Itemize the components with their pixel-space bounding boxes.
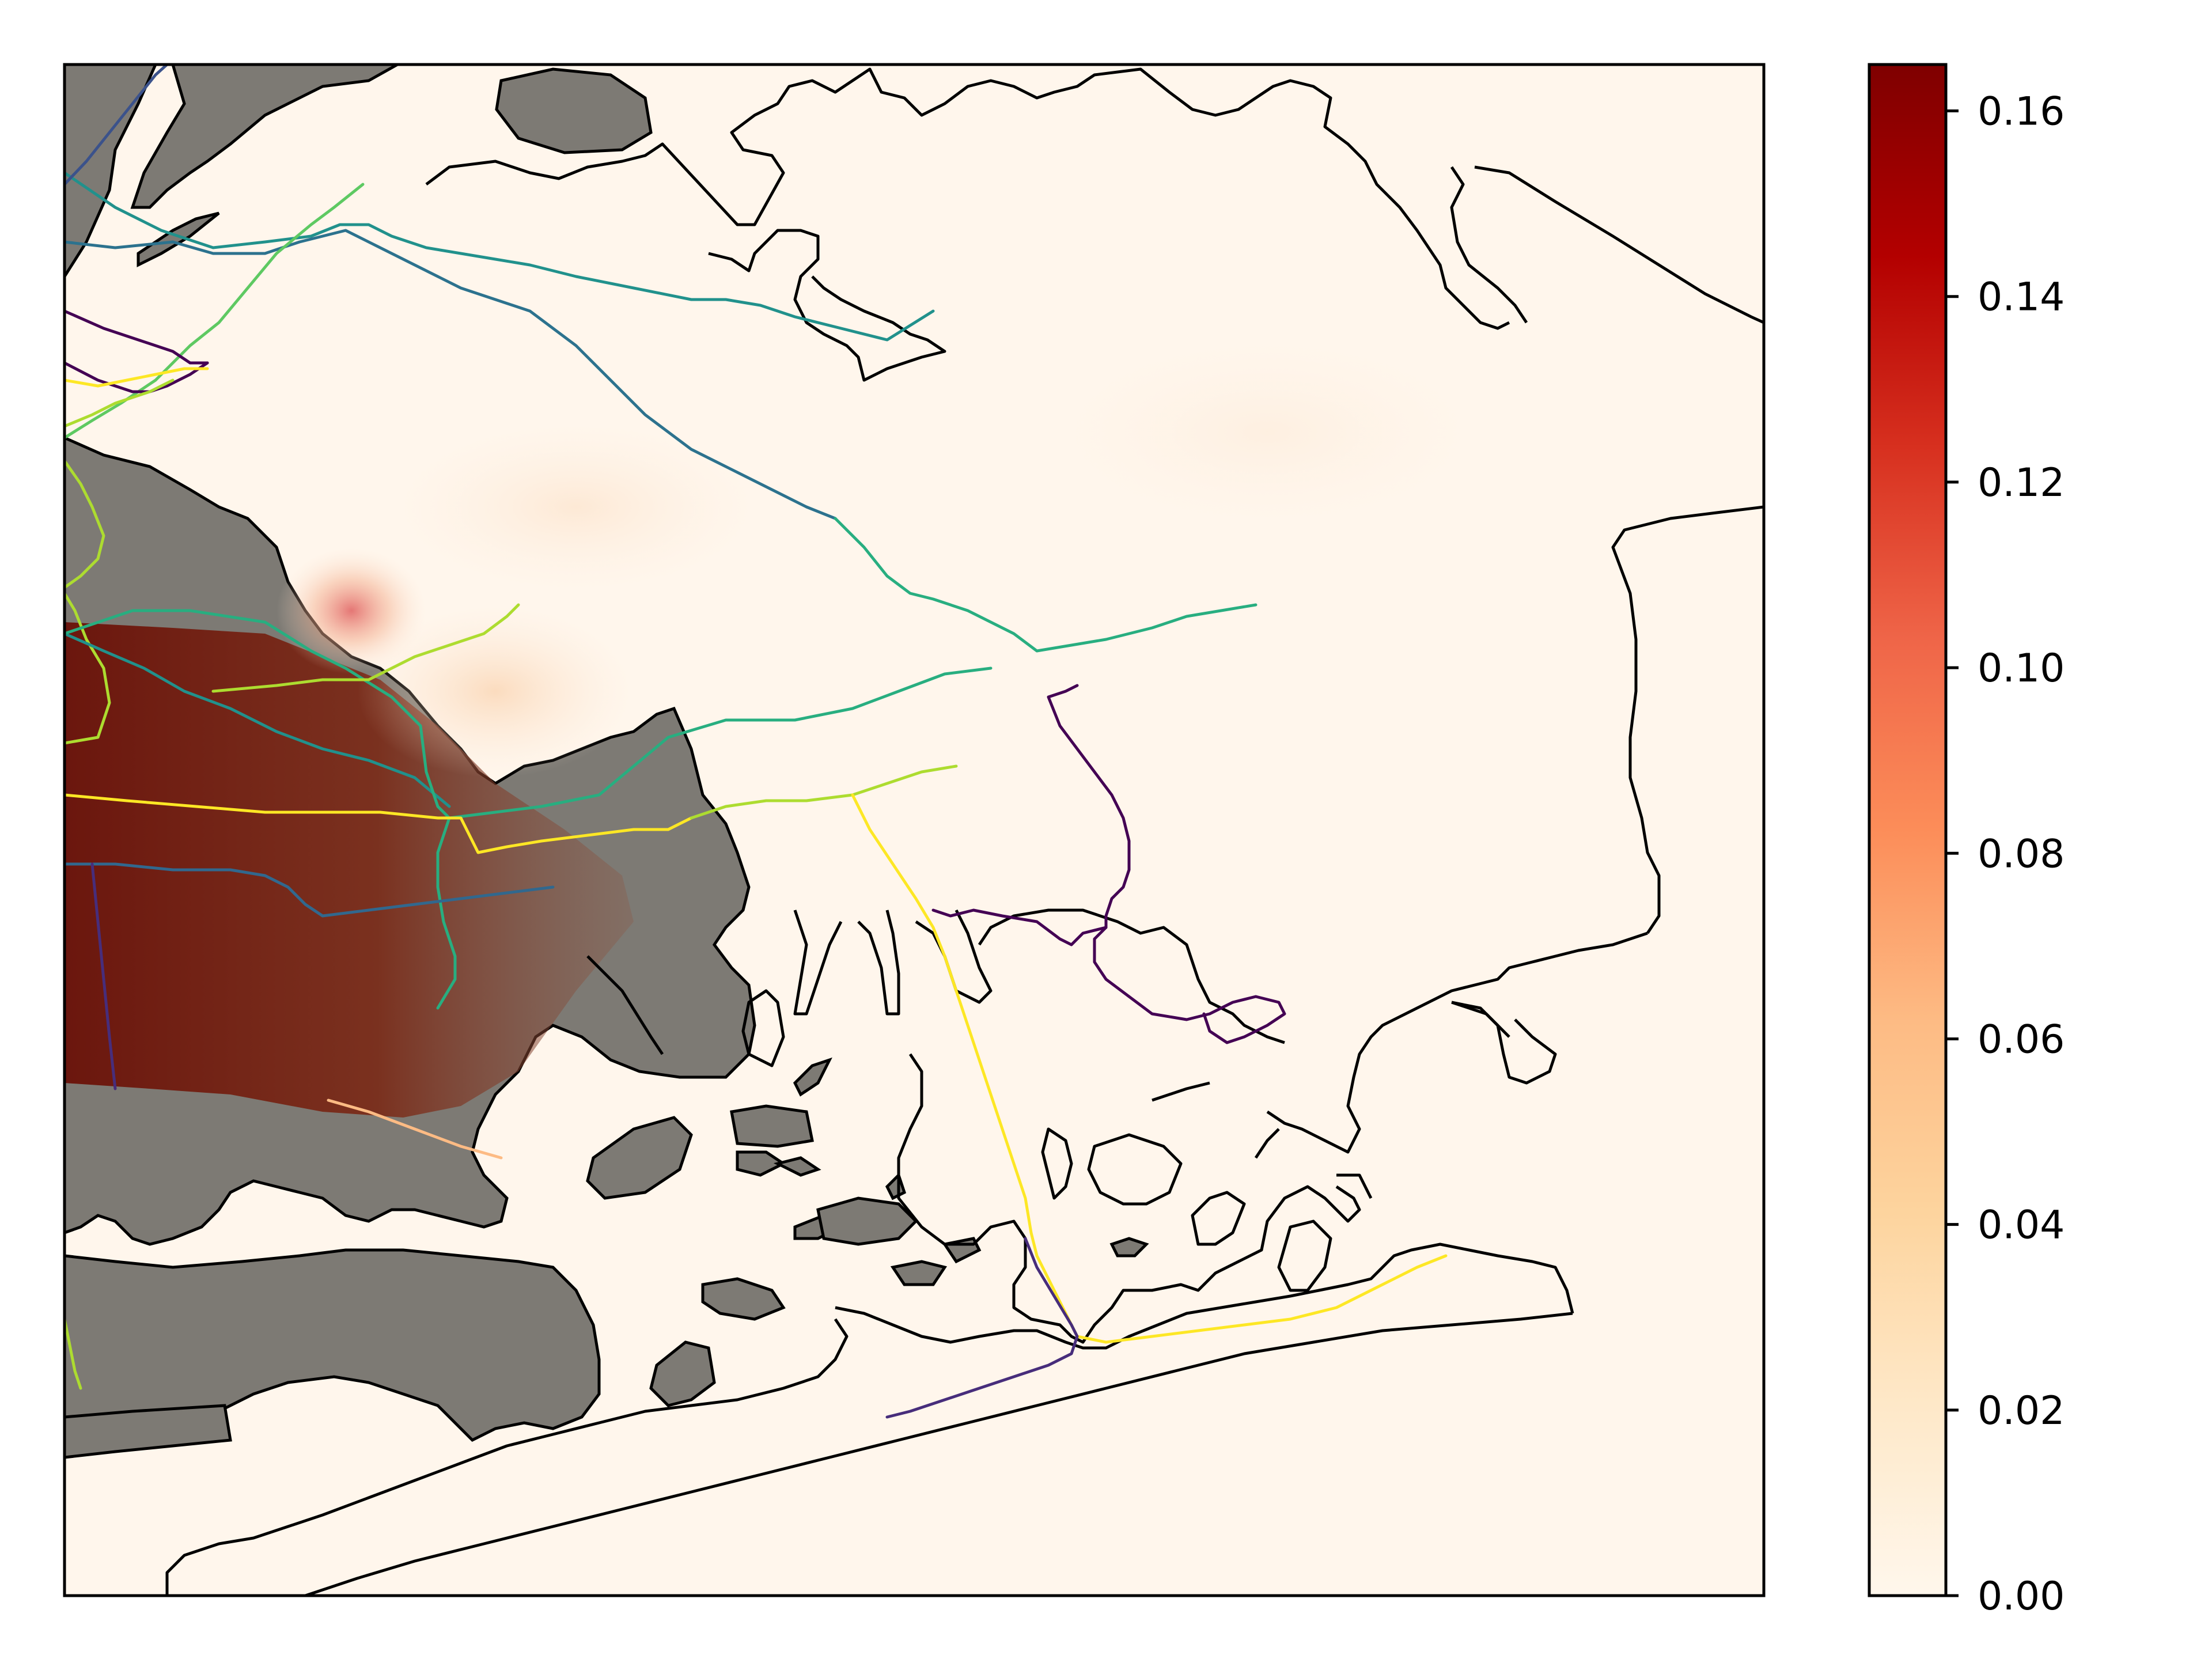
land-sliver-north: [137, 211, 220, 268]
transit-line-25: [885, 1237, 1079, 1419]
transit-line-3: [834, 517, 1257, 653]
coast-bay-inner-3: [1191, 1191, 1246, 1246]
coast-east-point: [1450, 166, 1528, 324]
transit-line-2: [65, 229, 837, 520]
heat-plume-dark: [65, 622, 634, 1118]
colorbar-tick-label: 0.04: [1978, 1203, 2065, 1248]
transit-line-5: [65, 65, 169, 186]
coast-queens-peninsula: [708, 229, 946, 382]
coast-bay-inner-4: [1277, 1219, 1332, 1292]
coast-far-east-1: [1474, 165, 1764, 324]
coast-bay-inner-1: [1041, 1127, 1073, 1200]
coast-jetty-1: [586, 955, 664, 1055]
transit-line-19: [65, 862, 555, 918]
transit-line-12: [65, 1317, 82, 1390]
transit-line-15: [211, 603, 520, 693]
colorbar-tick-label: 0.16: [1978, 89, 2065, 135]
coast-bay-piers: [857, 910, 900, 1016]
coast-south-queens: [1266, 931, 1648, 1154]
coast-bay-inner-2: [1087, 1133, 1183, 1206]
land-coney-strip: [65, 1404, 232, 1459]
transit-line-23: [931, 684, 1131, 946]
heat-plume-light: [357, 605, 634, 778]
transit-line-10: [65, 459, 105, 589]
colorbar-tick-label: 0.08: [1978, 831, 2065, 877]
coast-rockaway-north: [897, 1053, 1361, 1344]
transit-line-9: [65, 378, 175, 428]
bay-islands: [586, 1057, 1149, 1407]
land-manhattan: [65, 65, 157, 279]
colorbar-tick-label: 0.00: [1978, 1574, 2065, 1619]
colorbar-tick-label: 0.10: [1978, 646, 2065, 691]
colorbar-tick-label: 0.06: [1978, 1017, 2065, 1062]
colorbar-gradient: [1869, 65, 1946, 1596]
coast-bay-channels: [793, 910, 843, 1016]
transit-line-13: [65, 632, 451, 808]
coast-jetty-3: [1152, 1081, 1210, 1102]
transit-line-18: [690, 764, 958, 820]
transit-line-8: [65, 367, 209, 388]
transit-line-24: [1093, 926, 1286, 1044]
colorbar-tick-label: 0.14: [1978, 275, 2065, 320]
colorbar-tick-label: 0.12: [1978, 460, 2065, 506]
coast-queens-north: [425, 67, 1510, 330]
coast-marine-park: [741, 989, 785, 1067]
heat-plume-faint-1: [392, 421, 760, 593]
land-upper-left-strip: [130, 65, 401, 209]
transit-line-4: [65, 183, 365, 440]
land-island-north: [495, 67, 653, 154]
coastlines: [165, 67, 1764, 1596]
coast-howard-beach: [978, 908, 1285, 1044]
coast-rockaway-peninsula-n: [835, 1243, 1574, 1350]
transit-lines: [65, 65, 1448, 1419]
map-area: [65, 65, 1764, 1596]
transit-line-16: [436, 816, 457, 1010]
coast-jetty-4: [1254, 1128, 1280, 1159]
colorbar-ticks: 0.00 0.02 0.04 0.06 0.08 0.10 0.12 0.14 0.16: [1946, 89, 2065, 1619]
map-frame: [63, 63, 1766, 1597]
transit-line-22: [1075, 1254, 1448, 1344]
colorbar: 0.00 0.02 0.04 0.06 0.08 0.10 0.12 0.14 0.16: [1868, 63, 2065, 1619]
coast-jetty-5: [1336, 1173, 1373, 1199]
coast-rockaway-peninsula-s: [305, 1312, 1573, 1596]
transit-line-14: [65, 609, 993, 820]
transit-line-20: [90, 862, 117, 1090]
coast-breezy-point: [165, 1318, 849, 1596]
transit-line-1: [65, 171, 935, 342]
transit-line-21: [851, 793, 1079, 1338]
transit-line-26: [327, 1099, 503, 1160]
transit-line-11: [65, 592, 111, 745]
colorbar-frame: [1868, 63, 1948, 1597]
transit-line-7: [65, 309, 209, 365]
coast-far-east-2: [1611, 505, 1764, 934]
coast-jetty-2: [1451, 1001, 1510, 1038]
transit-line-17: [65, 793, 693, 854]
colorbar-tick-label: 0.02: [1978, 1388, 2065, 1434]
heat-plume-faint-2: [1048, 334, 1486, 530]
